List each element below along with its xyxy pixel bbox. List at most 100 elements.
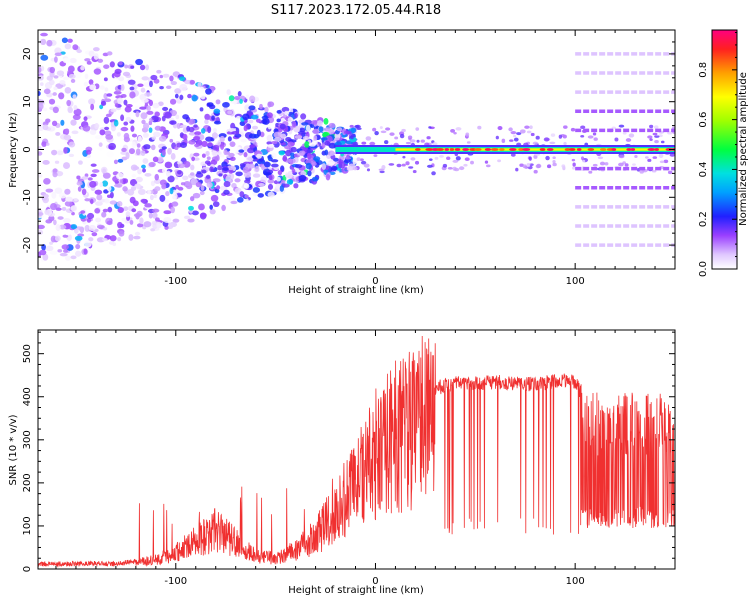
spectrogram-blob <box>113 90 122 95</box>
spectrogram-data <box>38 32 675 262</box>
spectrogram-blob <box>141 98 149 103</box>
spectrogram-blob <box>257 193 264 198</box>
spectrogram-blob <box>154 111 160 117</box>
spectrogram-blob <box>38 91 41 96</box>
spectrogram-blob <box>62 234 69 238</box>
spectrogram-blob <box>239 191 245 198</box>
spectrogram-blob <box>239 163 246 168</box>
spectrogram-blob <box>52 92 57 96</box>
spectrogram-blob <box>58 192 67 199</box>
spectrogram-blob <box>135 58 143 66</box>
spectrogram-blob <box>249 144 256 149</box>
spectrogram-blob <box>313 156 321 162</box>
spectrogram-blob <box>267 191 275 198</box>
spectrogram-blob <box>510 153 516 157</box>
spectrogram-blob <box>327 150 335 157</box>
spectrogram-blob <box>158 135 167 142</box>
spectrogram-blob <box>267 101 275 107</box>
spectrogram-blob <box>228 95 235 102</box>
spectrogram-blob <box>54 235 61 242</box>
spectrogram-blob <box>552 162 557 167</box>
spectrogram-blob <box>83 81 89 87</box>
spectrogram-blob <box>70 255 77 260</box>
spectrogram-blob <box>154 125 162 131</box>
spectrogram-blob <box>530 132 535 137</box>
spectrogram-blob <box>206 156 211 161</box>
spectrogram-blob <box>639 169 645 174</box>
spectrogram-blob <box>230 200 238 205</box>
spectrogram-blob <box>508 127 513 132</box>
spectrogram-blob <box>125 116 132 122</box>
spectrogram-blob <box>171 133 176 141</box>
spectrogram-blob <box>572 166 576 170</box>
spectrogram-blob <box>287 141 295 147</box>
spectrogram-carrier-peak <box>454 148 461 151</box>
spectrogram-blob <box>244 194 249 199</box>
spectrogram-blob <box>276 109 282 114</box>
spectrogram-blob <box>213 120 222 125</box>
spectrogram-blob <box>401 128 406 133</box>
spectrogram-blob <box>252 187 261 193</box>
spectrogram-blob <box>156 221 162 229</box>
spectrogram-blob <box>54 52 62 57</box>
spectrogram-blob <box>349 124 354 128</box>
spectrogram-blob <box>294 135 303 139</box>
spectrogram-blob <box>182 133 188 141</box>
spectrogram-blob <box>99 85 105 90</box>
spectrogram-blob <box>93 53 99 60</box>
spectrogram-blob <box>453 132 457 135</box>
spectrogram-blob <box>399 133 405 139</box>
spectrogram-blob <box>337 158 342 162</box>
spectrogram-blob <box>79 226 85 232</box>
spectrogram-blob <box>282 154 288 162</box>
spectrogram-blob <box>41 141 47 147</box>
spectrogram-blob <box>88 79 94 85</box>
spectrogram-blob <box>105 113 112 118</box>
spectrogram-blob <box>122 206 129 211</box>
spectrogram-blob <box>223 181 231 188</box>
spectrogram-blob <box>51 149 58 156</box>
spectrogram-blob <box>107 206 113 213</box>
spectrogram-blob <box>414 160 420 165</box>
spectrogram-blob <box>131 141 137 149</box>
spectrogram-blob <box>104 126 110 131</box>
spectrogram-blob <box>212 144 220 151</box>
spectrogram-blob <box>220 142 225 150</box>
spectrogram-blob <box>164 161 173 169</box>
spectrogram-blob <box>153 131 161 138</box>
spectrogram-blob <box>276 176 281 182</box>
spectrogram-blob <box>84 73 89 79</box>
spectrogram-blob <box>434 156 439 160</box>
spectrogram-blob <box>88 98 96 105</box>
snr-x-tick-label: -100 <box>164 576 187 587</box>
spectrogram-blob <box>231 131 240 135</box>
spectrogram-carrier-peak <box>587 148 595 151</box>
spectrogram-blob <box>194 131 202 136</box>
spectrogram-blob <box>177 163 186 169</box>
spectrogram-blob <box>207 142 213 147</box>
spectrogram-blob <box>304 141 310 148</box>
spectrogram-blob <box>57 249 63 253</box>
spectrogram-blob <box>212 201 220 208</box>
spectrogram-blob <box>91 232 98 237</box>
spectrogram-blob <box>52 171 58 178</box>
spectrogram-blob <box>75 243 81 250</box>
spectrogram-blob <box>501 138 506 144</box>
spectrogram-blob <box>127 189 135 196</box>
spectrogram-blob <box>185 181 192 187</box>
spectrogram-blob <box>163 210 172 215</box>
spectrogram-blob <box>73 104 78 111</box>
spectrogram-blob <box>286 179 294 185</box>
spectrogram-blob <box>67 106 73 114</box>
spectrogram-blob <box>140 87 146 93</box>
spectrogram-blob <box>81 188 87 196</box>
spectrogram-blob <box>161 167 167 174</box>
spectrogram-blob <box>217 139 222 146</box>
spectrogram-blob <box>201 140 208 148</box>
spectrogram-blob <box>122 186 128 192</box>
spectrogram-blob <box>167 147 172 155</box>
spectrogram-blob <box>113 119 119 127</box>
spectrogram-blob <box>152 208 160 213</box>
spectrogram-blob <box>324 140 330 146</box>
